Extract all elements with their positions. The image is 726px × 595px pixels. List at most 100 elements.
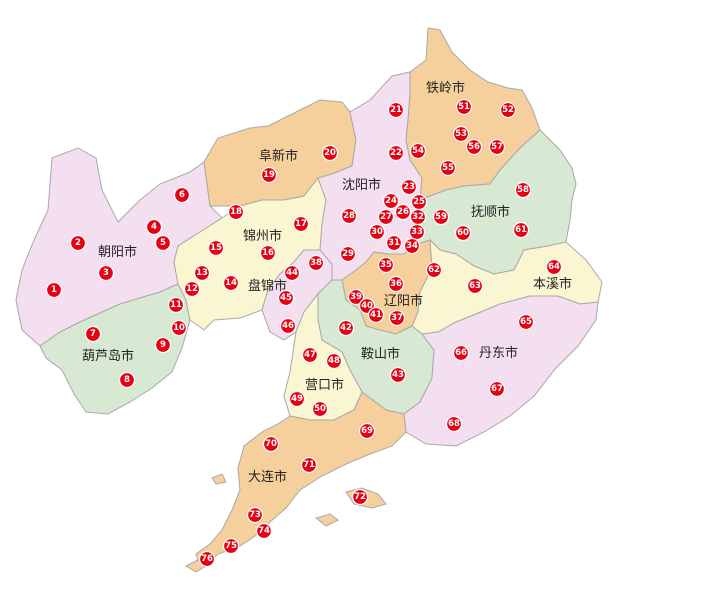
- marker-number: 52: [502, 105, 514, 115]
- map-marker[interactable]: 69: [358, 422, 376, 440]
- marker-dot: [167, 296, 185, 314]
- map-marker[interactable]: 55: [439, 159, 457, 177]
- map-marker[interactable]: 29: [339, 245, 357, 263]
- map-marker[interactable]: 50: [311, 400, 329, 418]
- map-marker[interactable]: 39: [347, 288, 365, 306]
- map-marker[interactable]: 10: [170, 319, 188, 337]
- map-marker[interactable]: 13: [193, 264, 211, 282]
- marker-number: 56: [468, 142, 480, 152]
- map-marker[interactable]: 68: [445, 415, 463, 433]
- map-marker[interactable]: 73: [246, 506, 264, 524]
- map-marker[interactable]: 54: [409, 142, 427, 160]
- map-marker[interactable]: 45: [277, 289, 295, 307]
- map-marker[interactable]: 7: [84, 325, 102, 343]
- map-marker[interactable]: 34: [403, 237, 421, 255]
- map-marker[interactable]: 33: [408, 223, 426, 241]
- city-label-fushun: 抚顺市: [471, 204, 510, 220]
- map-marker[interactable]: 59: [432, 208, 450, 226]
- marker-number: 33: [411, 227, 423, 237]
- map-marker[interactable]: 23: [400, 178, 418, 196]
- map-marker[interactable]: 35: [377, 256, 395, 274]
- map-marker[interactable]: 9: [154, 336, 172, 354]
- map-marker[interactable]: 46: [279, 317, 297, 335]
- map-marker[interactable]: 26: [394, 203, 412, 221]
- marker-dot: [255, 522, 273, 540]
- region-dandong[interactable]: [403, 295, 599, 447]
- map-marker[interactable]: 19: [260, 166, 278, 184]
- map-marker[interactable]: 31: [385, 234, 403, 252]
- map-marker[interactable]: 66: [452, 344, 470, 362]
- map-marker[interactable]: 49: [288, 390, 306, 408]
- map-marker[interactable]: 44: [283, 264, 301, 282]
- marker-number: 59: [435, 212, 447, 222]
- city-label-shenyang: 沈阳市: [342, 177, 381, 193]
- map-marker[interactable]: 11: [167, 296, 185, 314]
- map-marker[interactable]: 2: [69, 234, 87, 252]
- map-marker[interactable]: 53: [452, 125, 470, 143]
- map-marker[interactable]: 30: [368, 223, 386, 241]
- marker-number: 31: [388, 238, 400, 248]
- marker-dot: [283, 264, 301, 282]
- map-marker[interactable]: 76: [198, 550, 216, 568]
- marker-number: 66: [455, 348, 467, 358]
- map-marker[interactable]: 16: [259, 244, 277, 262]
- map-marker[interactable]: 47: [301, 346, 319, 364]
- map-marker[interactable]: 15: [207, 239, 225, 257]
- map-marker[interactable]: 17: [292, 215, 310, 233]
- map-marker[interactable]: 42: [337, 319, 355, 337]
- marker-dot: [394, 203, 412, 221]
- map-marker[interactable]: 18: [227, 203, 245, 221]
- map-marker[interactable]: 64: [545, 258, 563, 276]
- map-marker[interactable]: 20: [321, 144, 339, 162]
- marker-dot: [466, 277, 484, 295]
- map-marker[interactable]: 57: [488, 138, 506, 156]
- map-marker[interactable]: 58: [514, 181, 532, 199]
- marker-dot: [454, 224, 472, 242]
- map-marker[interactable]: 12: [183, 280, 201, 298]
- map-marker[interactable]: 51: [455, 98, 473, 116]
- map-marker[interactable]: 28: [340, 207, 358, 225]
- marker-dot: [452, 125, 470, 143]
- map-marker[interactable]: 75: [222, 537, 240, 555]
- map-marker[interactable]: 37: [388, 309, 406, 327]
- map-marker[interactable]: 3: [97, 264, 115, 282]
- map-marker[interactable]: 48: [325, 352, 343, 370]
- map-marker[interactable]: 14: [222, 274, 240, 292]
- map-marker[interactable]: 70: [262, 435, 280, 453]
- map-marker[interactable]: 1: [45, 281, 63, 299]
- marker-dot: [488, 138, 506, 156]
- map-marker[interactable]: 72: [351, 488, 369, 506]
- map-marker[interactable]: 6: [173, 186, 191, 204]
- marker-number: 61: [515, 225, 527, 235]
- region-huludao[interactable]: [39, 283, 191, 415]
- map-marker[interactable]: 60: [454, 224, 472, 242]
- map-marker[interactable]: 61: [512, 221, 530, 239]
- map-marker[interactable]: 43: [389, 366, 407, 384]
- marker-number: 51: [458, 102, 470, 112]
- map-marker[interactable]: 71: [300, 456, 318, 474]
- map-marker[interactable]: 67: [488, 380, 506, 398]
- marker-dot: [387, 101, 405, 119]
- map-marker[interactable]: 52: [499, 101, 517, 119]
- map-marker[interactable]: 36: [387, 275, 405, 293]
- map-marker[interactable]: 32: [409, 208, 427, 226]
- marker-dot: [259, 244, 277, 262]
- map-marker[interactable]: 74: [255, 522, 273, 540]
- map-marker[interactable]: 38: [307, 254, 325, 272]
- map-marker[interactable]: 21: [387, 101, 405, 119]
- city-label-chaoyang: 朝阳市: [98, 244, 137, 260]
- map-marker[interactable]: 22: [387, 144, 405, 162]
- map-marker[interactable]: 24: [382, 192, 400, 210]
- marker-number: 46: [282, 321, 294, 331]
- map-marker[interactable]: 41: [367, 306, 385, 324]
- map-marker[interactable]: 56: [465, 138, 483, 156]
- map-marker[interactable]: 25: [410, 193, 428, 211]
- map-marker[interactable]: 8: [118, 371, 136, 389]
- map-marker[interactable]: 4: [145, 218, 163, 236]
- map-marker[interactable]: 27: [377, 208, 395, 226]
- map-marker[interactable]: 62: [425, 261, 443, 279]
- marker-dot: [118, 371, 136, 389]
- map-marker[interactable]: 65: [517, 313, 535, 331]
- map-marker[interactable]: 63: [466, 277, 484, 295]
- map-marker[interactable]: 5: [154, 234, 172, 252]
